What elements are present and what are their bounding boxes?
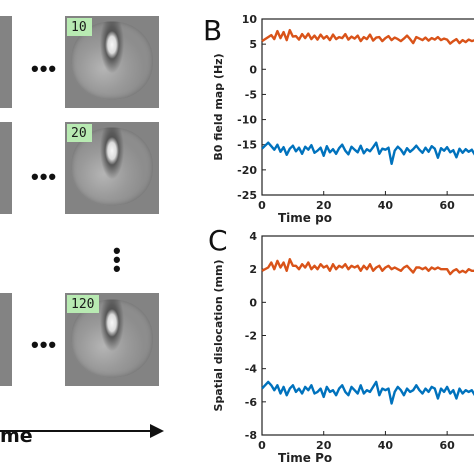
x-tick-label: 40 [378,439,394,452]
y-axis-label: B0 field map (Hz) [212,53,225,160]
y-tick-label: -15 [237,139,257,152]
x-tick-label: 60 [439,439,455,452]
y-tick-label: 0 [249,63,257,76]
frame-badge: 10 [67,18,92,36]
x-axis-label: Time Po [278,451,332,465]
y-tick-label: 0 [249,296,257,309]
y-tick-label: -4 [245,363,258,376]
y-tick-label: -2 [245,330,257,343]
frame-badge: 20 [67,124,92,142]
frame-thumbnail-20: 20 [65,122,159,214]
y-axis-label: Spatial dislocation (mm) [212,260,225,412]
x-tick-label: 60 [439,199,455,212]
x-tick-label: 20 [316,199,332,212]
series-line-0 [261,258,474,276]
frame-badge: 120 [67,295,100,313]
frame-row3-left-partial [0,293,12,386]
x-tick-label: 20 [316,439,332,452]
panel-letter-c: C [208,224,228,257]
series-line-1 [261,141,474,166]
ellipsis-row1: ••• [31,56,58,81]
ellipsis-row2: ••• [31,164,58,189]
y-tick-label: -25 [237,189,257,202]
y-tick-label: -5 [245,88,257,101]
y-tick-label: 4 [249,230,257,243]
frame-thumbnail-120: 120 [65,293,159,386]
time-arrow-head [150,424,164,438]
y-tick-label: 2 [249,263,257,276]
y-tick-label: -8 [245,429,257,442]
x-axis-label: Time po [278,211,332,225]
series-line-1 [261,380,474,405]
frame-row2-left-partial [0,122,12,214]
y-tick-label: -10 [237,114,257,127]
frame-thumbnail-10: 10 [65,16,159,108]
ellipsis-vertical: • • • [113,238,121,281]
y-tick-label: -20 [237,164,257,177]
frame-row1-left-partial [0,16,12,108]
panel-letter-b: B [203,14,223,47]
y-tick-label: 10 [242,13,258,26]
time-arrow [0,430,150,432]
x-tick-label: 0 [258,439,266,452]
series-line-0 [261,28,474,45]
x-tick-label: 0 [258,199,266,212]
plot-frame [261,18,474,196]
y-tick-label: -6 [245,396,258,409]
x-tick-label: 40 [378,199,394,212]
ellipsis-row3: ••• [31,332,58,357]
time-axis-label: me [0,425,33,447]
y-tick-label: 5 [249,38,257,51]
